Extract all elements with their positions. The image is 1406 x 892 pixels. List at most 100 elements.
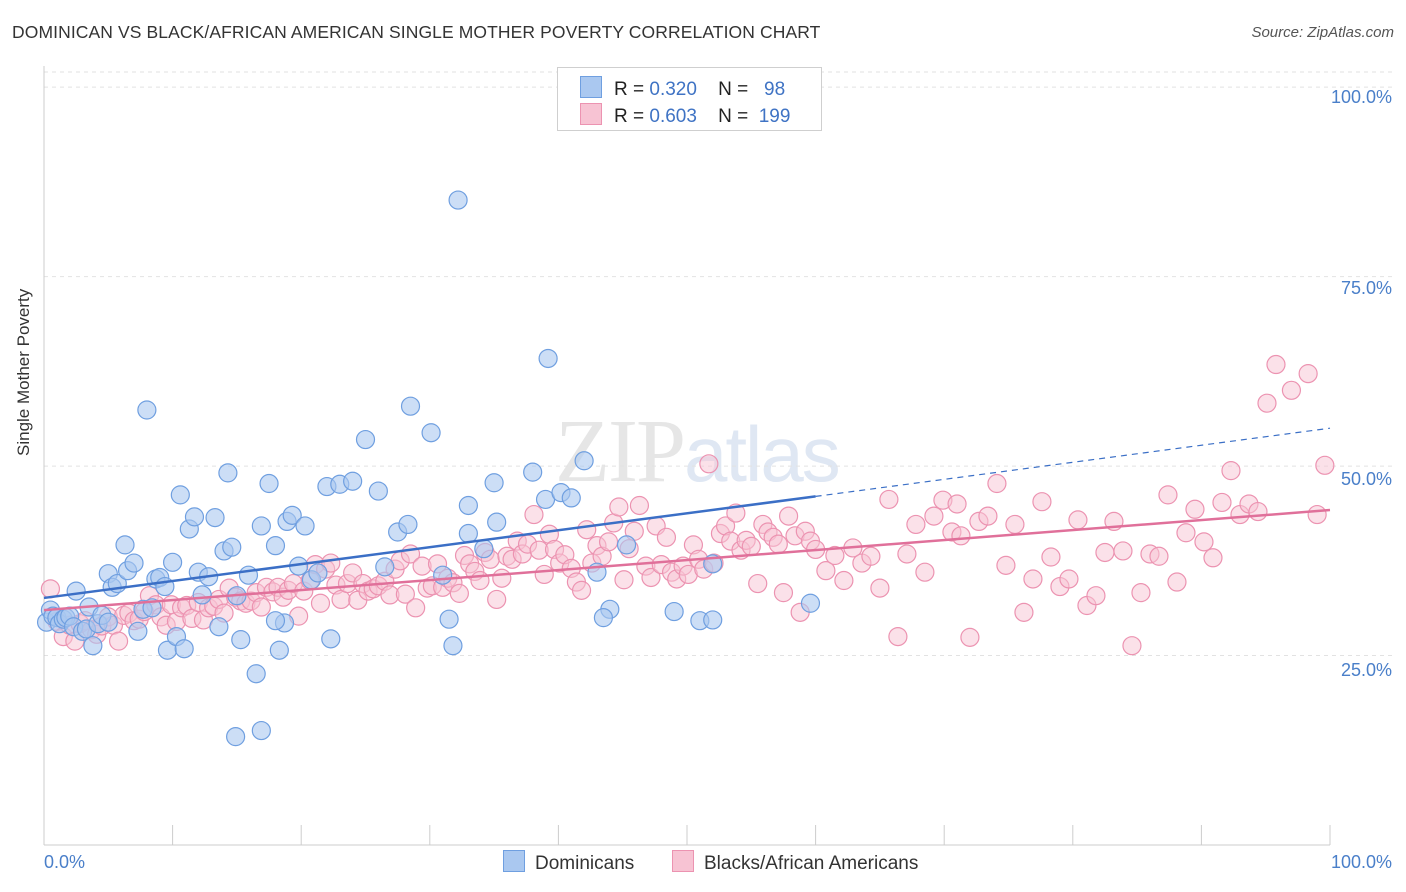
trend-line-dominicans <box>43 495 816 600</box>
point-blacks <box>1032 492 1052 512</box>
source-credit: Source: ZipAtlas.com <box>1251 24 1394 41</box>
point-blacks <box>1158 485 1178 505</box>
point-blacks <box>1167 572 1187 592</box>
point-blacks <box>1095 542 1115 563</box>
point-blacks <box>1248 501 1268 522</box>
point-dominicans <box>83 636 103 656</box>
point-dominicans <box>124 553 144 573</box>
watermark-atlas: atlas <box>684 410 841 498</box>
point-dominicans <box>664 601 684 622</box>
n-label: N = <box>718 79 749 100</box>
point-blacks <box>310 593 331 613</box>
point-blacks <box>1221 461 1241 481</box>
point-blacks <box>897 544 917 564</box>
r-label: R = <box>614 106 645 127</box>
point-blacks <box>748 573 768 594</box>
point-blacks <box>1176 523 1196 543</box>
point-dominicans <box>703 610 723 630</box>
point-blacks <box>773 583 794 603</box>
point-dominicans <box>269 640 289 660</box>
point-blacks <box>1014 602 1034 622</box>
point-dominicans <box>458 495 478 516</box>
point-blacks <box>1086 586 1106 606</box>
point-blacks <box>1059 569 1079 589</box>
y-tick-25: 25.0% <box>1340 660 1392 680</box>
point-dominicans <box>246 664 266 684</box>
point-blacks <box>1131 583 1151 603</box>
r-label: R = <box>614 79 645 100</box>
point-blacks <box>492 568 512 588</box>
watermark: ZIPatlas <box>555 400 841 503</box>
point-dominicans <box>561 488 581 508</box>
point-blacks <box>406 598 426 618</box>
point-blacks <box>768 534 788 554</box>
trend-line-blacks <box>43 508 1331 612</box>
point-dominicans <box>218 463 238 483</box>
point-blacks <box>577 520 597 540</box>
point-blacks <box>524 504 544 525</box>
point-dominicans <box>368 481 388 501</box>
point-dominicans <box>616 535 637 555</box>
point-blacks <box>1281 380 1302 400</box>
point-blacks <box>1185 499 1205 519</box>
point-blacks <box>816 561 836 581</box>
point-blacks <box>1194 532 1214 552</box>
point-dominicans <box>355 429 376 450</box>
point-dominicans <box>282 505 302 525</box>
point-blacks <box>861 546 881 566</box>
point-dominicans <box>433 565 453 585</box>
point-dominicans <box>251 720 271 741</box>
y-tick-100: 100.0% <box>1330 87 1392 107</box>
blue-swatch-icon <box>580 76 602 98</box>
point-blacks <box>609 497 629 517</box>
x-tick-0: 0.0% <box>44 852 86 872</box>
point-blacks <box>978 506 998 526</box>
stats-row-blacks: R = 0.603 N = 199 <box>580 103 790 127</box>
point-blacks <box>699 454 719 474</box>
point-blacks <box>534 564 554 585</box>
n-label: N = <box>718 106 749 127</box>
point-dominicans <box>448 190 468 210</box>
point-blacks <box>1257 393 1277 413</box>
point-blacks <box>449 583 469 603</box>
watermark-zip: ZIP <box>555 402 686 501</box>
point-dominicans <box>398 514 418 535</box>
point-blacks <box>1298 364 1318 384</box>
point-dominicans <box>458 523 478 544</box>
n-value: 98 <box>764 79 786 100</box>
point-dominicans <box>226 727 246 747</box>
y-tick-75: 75.0% <box>1340 278 1392 298</box>
point-blacks <box>870 578 890 598</box>
point-blacks <box>1041 547 1061 567</box>
point-blacks <box>987 473 1007 494</box>
point-blacks <box>1122 636 1142 656</box>
point-blacks <box>656 527 677 547</box>
point-blacks <box>571 580 592 600</box>
point-blacks <box>470 570 490 591</box>
x-tick-100: 100.0% <box>1330 852 1392 872</box>
y-axis-label: Single Mother Poverty <box>14 288 33 456</box>
correlation-stats-box: R = 0.320 N = 98 R = 0.603 N = 199 <box>557 67 822 131</box>
point-blacks <box>947 494 967 514</box>
stats-row-dominicans: R = 0.320 N = 98 <box>580 76 785 100</box>
point-dominicans <box>343 471 363 491</box>
point-blacks <box>251 597 271 617</box>
point-dominicans <box>487 512 507 532</box>
point-blacks <box>1315 455 1335 475</box>
point-dominicans <box>375 557 395 577</box>
point-blacks <box>1307 504 1327 525</box>
point-dominicans <box>170 485 190 505</box>
point-dominicans <box>209 617 229 637</box>
point-dominicans <box>192 585 212 605</box>
point-dominicans <box>523 462 543 482</box>
point-dominicans <box>574 451 594 471</box>
point-dominicans <box>421 423 441 443</box>
point-blacks <box>951 526 971 546</box>
legend-item-blacks: Blacks/African Americans <box>672 850 918 875</box>
point-blacks <box>598 532 619 552</box>
point-dominicans <box>205 508 225 528</box>
point-dominicans <box>439 609 459 629</box>
point-blacks <box>1203 548 1223 568</box>
point-blacks <box>915 562 935 582</box>
